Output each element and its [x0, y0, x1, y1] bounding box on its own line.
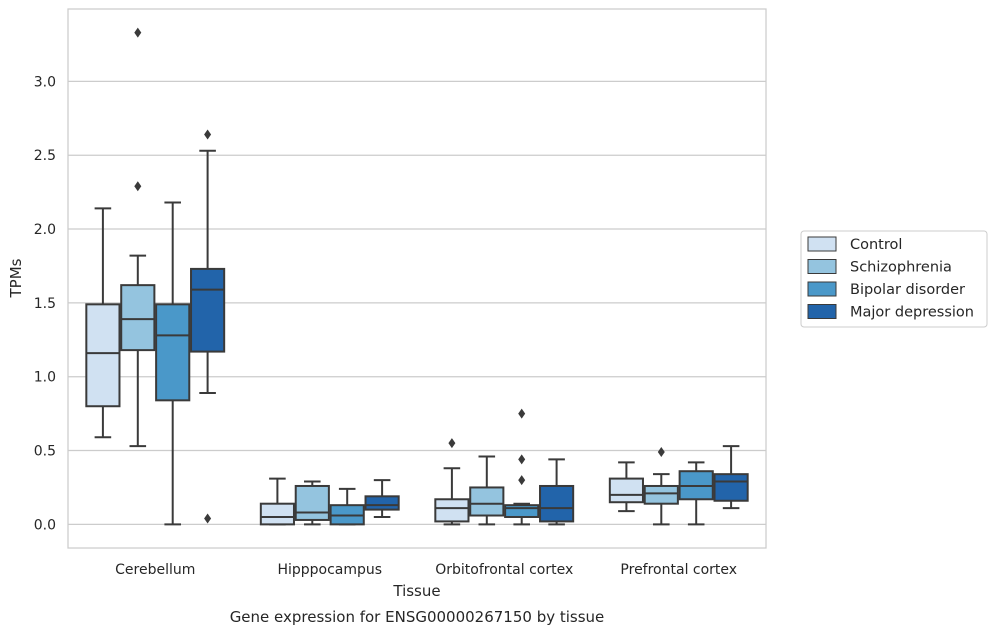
outlier-point [518, 454, 526, 465]
y-tick-label: 3.0 [34, 74, 56, 90]
x-tick-labels: Cerebellum Hipppocampus Orbitofrontal cort… [115, 562, 737, 578]
y-tick-label: 2.5 [34, 148, 56, 164]
box-control [434, 438, 470, 526]
outlier-point [204, 129, 212, 140]
legend-label: Control [850, 237, 902, 253]
iqr-box [85, 303, 121, 408]
x-axis-label: Tissue [392, 582, 440, 600]
legend: Control Schizophrenia Bipolar disorder Majo… [800, 230, 988, 328]
legend-items: Control Schizophrenia Bipolar disorder Majo… [807, 236, 974, 321]
box-control [608, 461, 644, 513]
iqr-box [504, 504, 540, 518]
outlier-point [204, 513, 212, 524]
outlier-point [134, 181, 142, 192]
box-schizophrenia [294, 480, 330, 526]
outlier-point [518, 475, 526, 486]
iqr-box [643, 484, 679, 505]
legend-label: Schizophrenia [850, 260, 952, 276]
y-tick-labels: 0.0 0.5 1.0 1.5 2.0 2.5 3.0 [34, 74, 56, 533]
box-control [85, 207, 121, 439]
iqr-box [259, 502, 295, 526]
y-tick-label: 1.5 [34, 296, 56, 312]
x-tick-label: Cerebellum [115, 562, 195, 578]
iqr-box [364, 495, 400, 511]
outlier-point [134, 27, 142, 38]
box-bipolar-disorder [155, 201, 191, 526]
legend-label: Bipolar disorder [850, 282, 965, 298]
iqr-box [190, 267, 226, 353]
iqr-box [155, 303, 191, 402]
x-tick-label: Orbitofrontal cortex [435, 562, 573, 578]
legend-swatch [807, 259, 837, 274]
y-tick-label: 1.0 [34, 370, 56, 386]
legend-swatch [807, 304, 837, 319]
outlier-point [518, 408, 526, 419]
y-tick-label: 2.0 [34, 222, 56, 238]
chart-caption: Gene expression for ENSG00000267150 by t… [230, 608, 605, 626]
box-schizophrenia [469, 455, 505, 526]
y-tick-label: 0.0 [34, 517, 56, 533]
legend-frame [800, 230, 988, 328]
iqr-box [608, 477, 644, 504]
legend-label: Major depression [850, 305, 974, 321]
outlier-point [448, 438, 456, 449]
iqr-box [469, 486, 505, 517]
iqr-box [434, 498, 470, 523]
iqr-box [713, 473, 749, 502]
box-major-depression [713, 445, 749, 510]
box-bipolar-disorder [678, 461, 714, 526]
box-control [259, 477, 295, 526]
box-bipolar-disorder [329, 487, 365, 526]
box-plots [85, 27, 749, 526]
x-tick-label: Prefrontal cortex [620, 562, 737, 578]
box-major-depression [190, 129, 226, 524]
box-schizophrenia [643, 447, 679, 526]
iqr-box [539, 484, 575, 523]
legend-swatch [807, 281, 837, 297]
y-tick-label: 0.5 [34, 444, 56, 460]
x-tick-label: Hipppocampus [277, 562, 382, 578]
box-major-depression [539, 458, 575, 526]
plot-frame [67, 8, 767, 549]
outlier-point [657, 447, 665, 458]
iqr-box [120, 284, 156, 352]
legend-swatch [807, 236, 837, 252]
box-major-depression [364, 479, 400, 518]
iqr-box [294, 484, 330, 521]
y-axis-label: TPMs [7, 258, 25, 298]
box-schizophrenia [120, 27, 156, 448]
box-bipolar-disorder [504, 408, 540, 526]
